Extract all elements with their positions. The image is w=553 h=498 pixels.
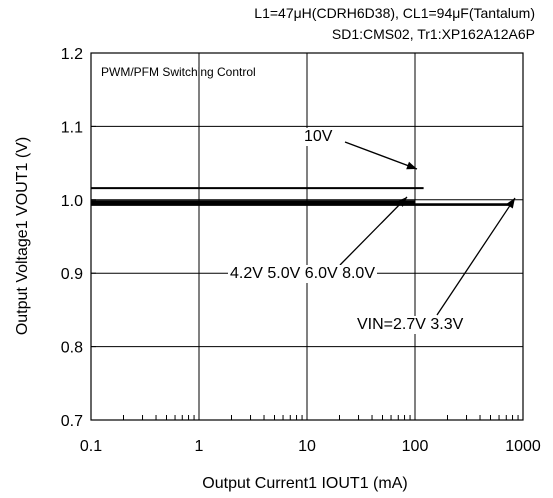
x-tick-label: 1000 [505, 438, 541, 455]
annotation-arrow-10v [344, 141, 418, 170]
x-tick-label: 10 [298, 438, 316, 455]
y-tick-label: 0.8 [61, 340, 83, 357]
y-tick-label: 0.9 [61, 266, 83, 283]
y-tick-label: 1.1 [61, 119, 83, 136]
x-tick-label: 0.1 [80, 438, 102, 455]
x-tick-label: 1 [195, 438, 204, 455]
annotation-arrow-vin-head [506, 198, 515, 209]
annotation-mid-vin: 4.2V 5.0V 6.0V 8.0V [228, 265, 377, 283]
x-axis-label: Output Current1 IOUT1 (mA) [202, 475, 407, 492]
chart-note-inductor: L1=47μH(CDRH6D38), CL1=94μF(Tantalum) [254, 5, 535, 21]
plot-frame [90, 52, 524, 421]
annotation-arrow-mid-head [397, 197, 407, 207]
y-tick-label: 1.0 [61, 193, 83, 210]
annotation-arrow-mid [339, 196, 408, 266]
plot-caption: PWM/PFM Switching Control [101, 65, 256, 79]
annotation-vin-low: VIN=2.7V 3.3V [355, 316, 466, 334]
y-tick-label: 0.7 [61, 413, 83, 430]
annotation-arrow-10v-head [406, 161, 417, 170]
annotation-10v: 10V [302, 128, 335, 146]
x-tick-label: 100 [402, 438, 429, 455]
annotation-arrow-vin [436, 197, 516, 316]
y-axis-label: Output Voltage1 VOUT1 (V) [14, 137, 31, 335]
y-tick-label: 1.2 [61, 46, 83, 63]
chart-note-diode: SD1:CMS02, Tr1:XP162A12A6P [331, 26, 535, 42]
